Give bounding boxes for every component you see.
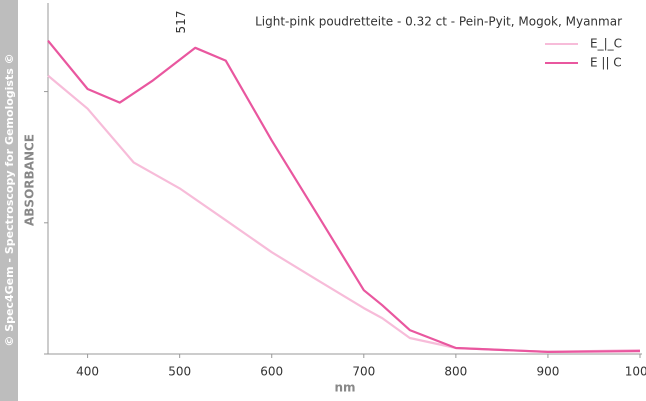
series-line — [47, 74, 641, 353]
y-axis-label: ABSORBANCE — [23, 134, 37, 226]
x-tick-label: 1000 — [625, 365, 646, 379]
x-tick-label: 400 — [76, 365, 99, 379]
x-tick-label: 700 — [352, 365, 375, 379]
sidebar-text: © Spec4Gem - Spectroscopy for Gemologist… — [3, 53, 16, 346]
annotation: 517 — [174, 11, 188, 34]
legend-label: E || C — [590, 56, 622, 70]
x-tick-label: 900 — [536, 365, 559, 379]
x-axis-label: nm — [334, 381, 355, 395]
x-tick-label: 500 — [168, 365, 191, 379]
series-line — [47, 40, 641, 353]
sidebar — [0, 0, 18, 401]
x-tick-label: 800 — [444, 365, 467, 379]
chart-title: Light-pink poudretteite - 0.32 ct - Pein… — [255, 15, 622, 29]
legend-label: E_|_C — [590, 37, 622, 51]
x-tick-label: 600 — [260, 365, 283, 379]
